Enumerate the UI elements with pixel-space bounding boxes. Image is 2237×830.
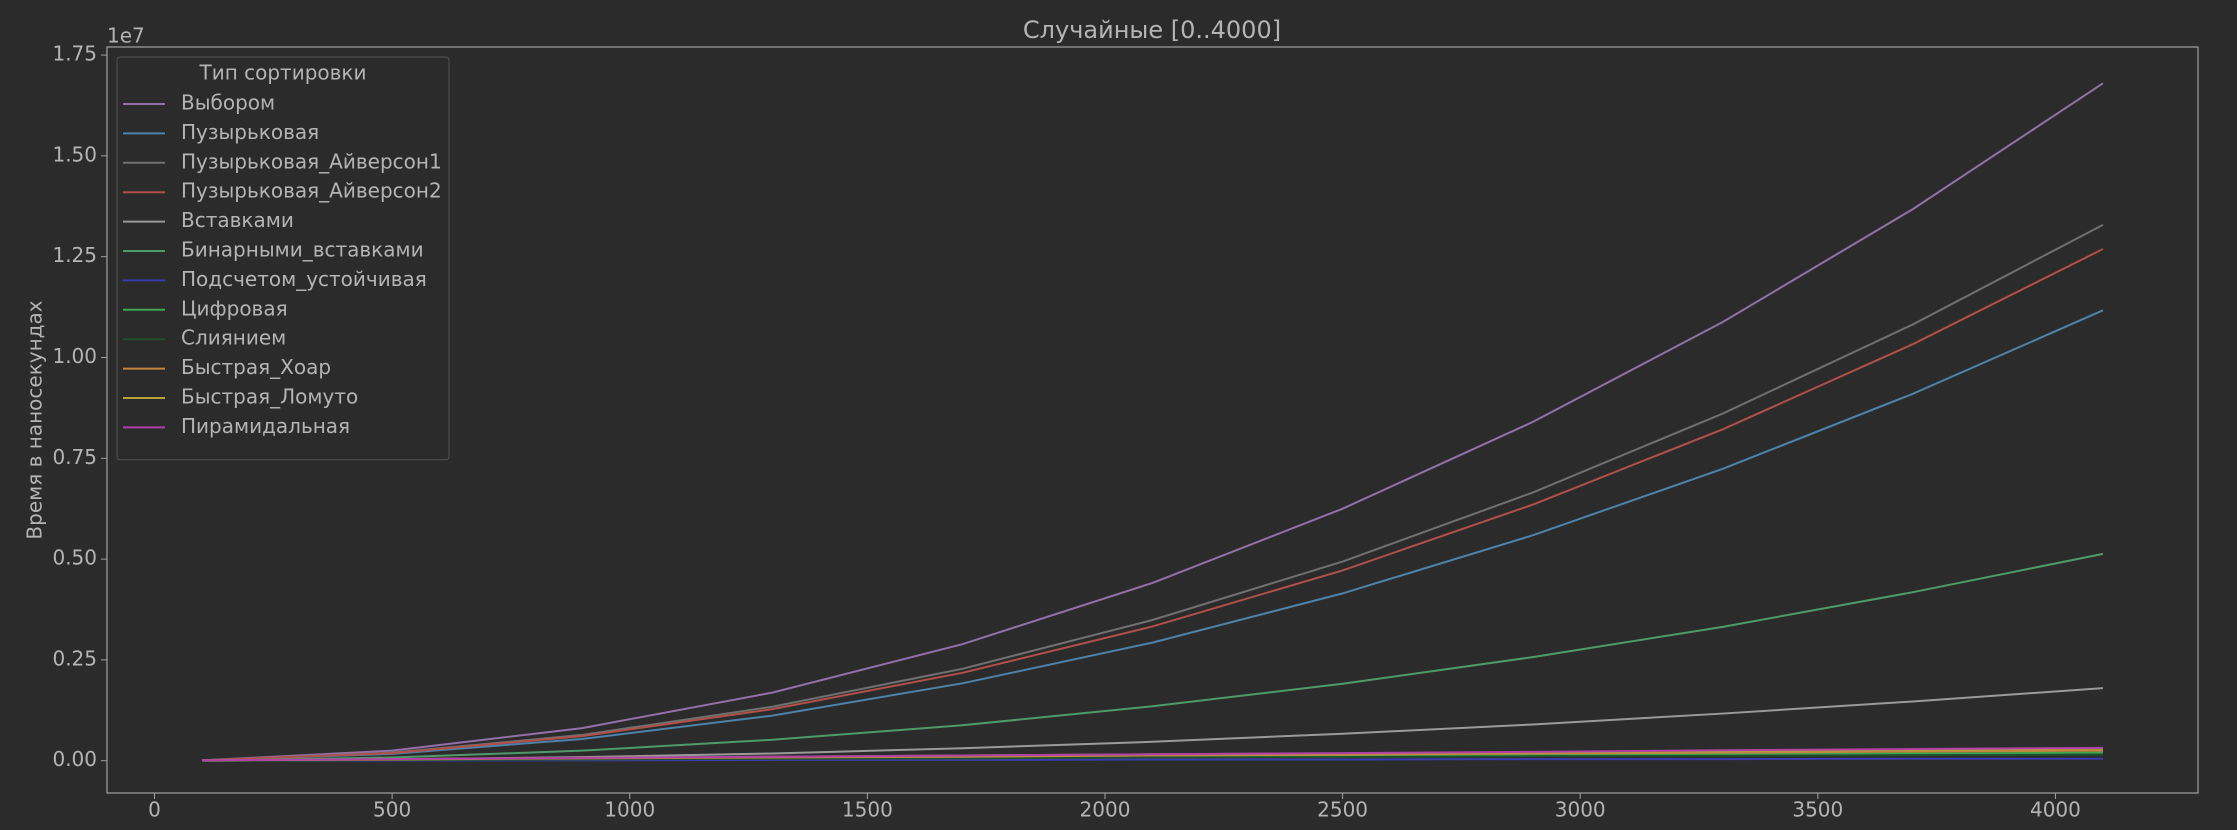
legend-label: Быстрая_Ломуто	[181, 385, 358, 409]
legend-label: Пирамидальная	[181, 414, 350, 438]
x-tick-label: 2500	[1317, 798, 1368, 822]
chart-title: Случайные [0..4000]	[1023, 16, 1281, 44]
x-tick-label: 2000	[1080, 798, 1131, 822]
x-tick-label: 500	[373, 798, 411, 822]
series-line	[201, 82, 2104, 762]
legend-label: Выбором	[181, 91, 275, 115]
series-line	[202, 746, 2103, 762]
x-tick-label: 3500	[1792, 798, 1843, 822]
legend-title: Тип сортировки	[198, 61, 366, 85]
legend-label: Пузырьковая_Айверсон2	[181, 179, 442, 203]
y-tick-label: 0.75	[52, 445, 97, 469]
legend-label: Вставками	[181, 208, 294, 232]
y-tick-label: 1.25	[52, 243, 97, 267]
y-tick-label: 1.50	[52, 142, 97, 166]
legend-label: Пузырьковая	[181, 120, 319, 144]
legend-box	[116, 56, 450, 461]
x-tick-label: 0	[148, 798, 161, 822]
legend-label: Быстрая_Хоар	[181, 355, 331, 379]
legend-label: Слиянием	[181, 326, 286, 350]
y-offset-label: 1e7	[107, 24, 145, 48]
x-tick-label: 3000	[1555, 798, 1606, 822]
legend-label: Подсчетом_устойчивая	[181, 267, 427, 291]
series-line	[202, 552, 2104, 762]
plot-frame	[106, 46, 2199, 794]
y-tick-label: 0.50	[52, 546, 97, 570]
x-tick-label: 1000	[604, 798, 655, 822]
series-line	[202, 248, 2104, 762]
y-tick-label: 0.00	[52, 747, 97, 771]
series-line	[202, 309, 2104, 762]
legend-label: Пузырьковая_Айверсон1	[181, 149, 442, 173]
x-tick-label: 1500	[842, 798, 893, 822]
y-tick-label: 1.00	[52, 344, 97, 368]
y-tick-label: 0.25	[52, 646, 97, 670]
x-tick-label: 4000	[2030, 798, 2081, 822]
y-axis-label: Время в наносекундах	[23, 300, 47, 539]
legend-label: Бинарными_вставками	[181, 238, 424, 262]
legend-label: Цифровая	[181, 296, 288, 320]
y-tick-label: 1.75	[52, 42, 97, 66]
